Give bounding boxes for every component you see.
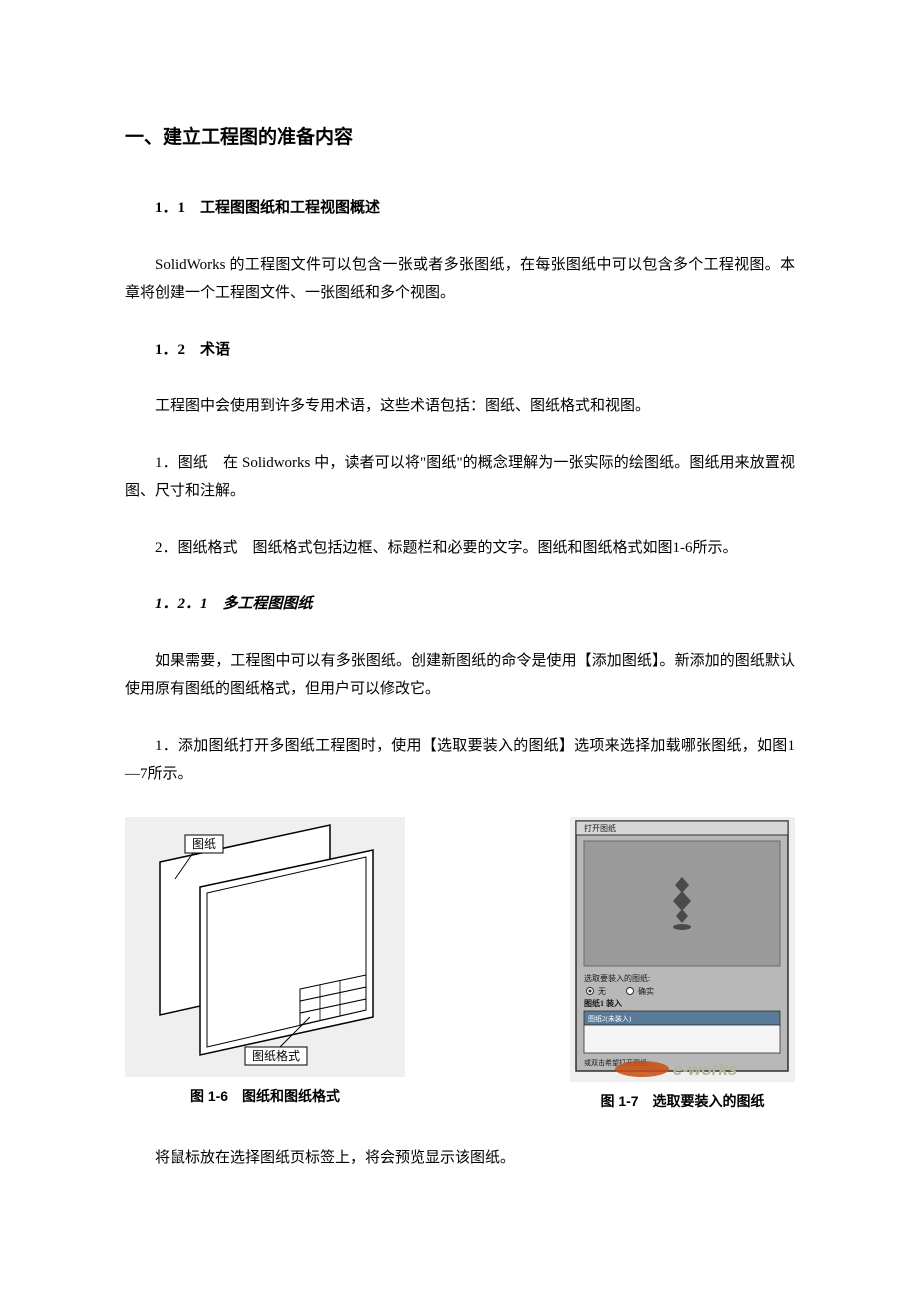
figure-1-6-block: 图纸 图纸格式 图 1-6 图纸和图纸格式 [125, 817, 405, 1110]
final-para: 将鼠标放在选择图纸页标签上，将会预览显示该图纸。 [125, 1144, 795, 1173]
fig-1-7-title-text: 打开图纸 [584, 823, 616, 833]
section-1-2-para-2: 1．图纸 在 Solidworks 中，读者可以将"图纸"的概念理解为一张实际的… [125, 449, 795, 506]
figure-1-7-caption: 图 1-7 选取要装入的图纸 [600, 1088, 764, 1115]
section-1-1-para-1: SolidWorks 的工程图文件可以包含一张或者多张图纸，在每张图纸中可以包含… [125, 251, 795, 308]
fig-1-7-radio-2 [627, 987, 634, 994]
figure-1-7-block: 打开图纸 选取要装入的图纸: 无 确实 图纸1 装入 图纸2(未装入) 或 [570, 817, 795, 1115]
figure-1-7-svg: 打开图纸 选取要装入的图纸: 无 确实 图纸1 装入 图纸2(未装入) 或 [570, 817, 795, 1082]
fig-1-7-opt1-text: 无 [598, 987, 606, 996]
fig-1-7-list-box [584, 1025, 780, 1053]
svg-text:e-works: e-works [673, 1060, 737, 1079]
figure-1-6-caption: 图 1-6 图纸和图纸格式 [190, 1083, 340, 1110]
fig-1-7-radio-1-dot [589, 989, 592, 992]
fig-1-6-label-format-text: 图纸格式 [252, 1048, 300, 1063]
fig-1-6-label-sheet-text: 图纸 [192, 837, 216, 851]
section-1-2-1-para-2: 1．添加图纸打开多图纸工程图时，使用【选取要装入的图纸】选项来选择加载哪张图纸，… [125, 732, 795, 789]
fig-1-7-opt2-text: 确实 [638, 986, 654, 996]
figure-1-6-svg: 图纸 图纸格式 [125, 817, 405, 1077]
fig-1-7-watermark: e-works [615, 1060, 737, 1079]
fig-1-7-action2: 图纸2(未装入) [588, 1014, 632, 1023]
fig-1-7-options-label: 选取要装入的图纸: [584, 973, 650, 983]
section-1-2-1-para-1: 如果需要，工程图中可以有多张图纸。创建新图纸的命令是使用【添加图纸】。新添加的图… [125, 647, 795, 704]
figures-row: 图纸 图纸格式 图 1-6 图纸和图纸格式 打开图纸 [125, 817, 795, 1115]
section-1-2-para-3: 2．图纸格式 图纸格式包括边框、标题栏和必要的文字。图纸和图纸格式如图1-6所示… [125, 534, 795, 563]
section-1-2-para-1: 工程图中会使用到许多专用术语，这些术语包括：图纸、图纸格式和视图。 [125, 392, 795, 421]
page-title: 一、建立工程图的准备内容 [125, 120, 795, 156]
fig-1-7-action1: 图纸1 装入 [584, 998, 622, 1008]
section-1-2-title: 1．2 术语 [125, 336, 795, 365]
section-1-1-title: 1．1 工程图图纸和工程视图概述 [125, 194, 795, 223]
section-1-2-1-title: 1．2．1 多工程图图纸 [125, 590, 795, 619]
